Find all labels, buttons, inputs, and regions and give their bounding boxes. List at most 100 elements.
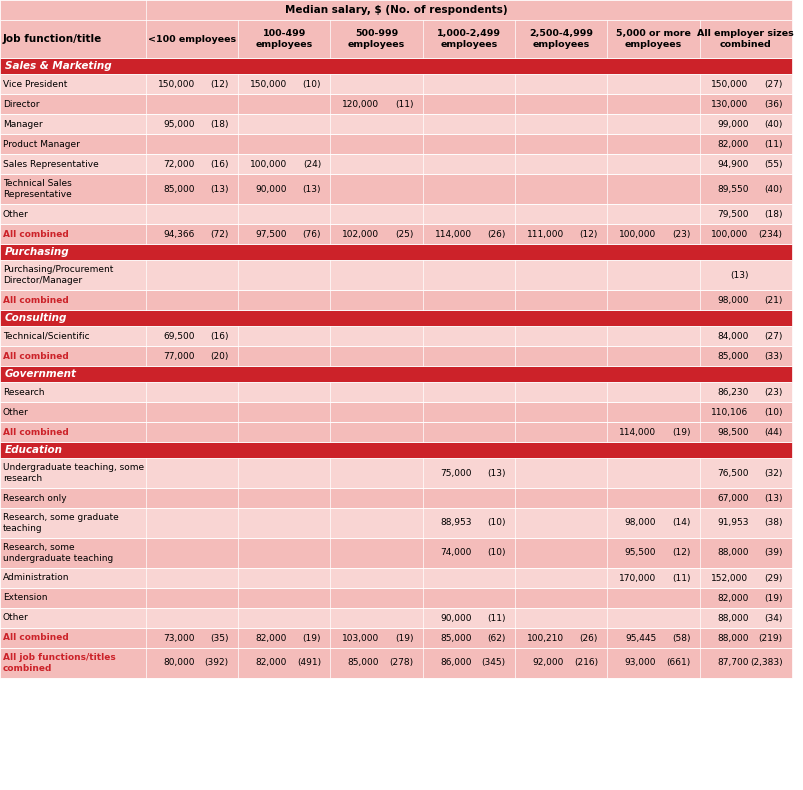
- Text: 73,000: 73,000: [163, 634, 194, 642]
- Text: Other: Other: [3, 408, 29, 416]
- Text: 88,000: 88,000: [716, 634, 748, 642]
- Text: (13): (13): [764, 494, 782, 502]
- Text: (219): (219): [758, 634, 782, 642]
- Text: 114,000: 114,000: [434, 230, 471, 239]
- Text: Consulting: Consulting: [5, 313, 67, 323]
- Text: (10): (10): [302, 80, 320, 88]
- Bar: [0, 382, 791, 402]
- Text: 150,000: 150,000: [711, 80, 748, 88]
- Text: 100,000: 100,000: [711, 230, 748, 239]
- Text: (216): (216): [573, 659, 597, 668]
- Text: (345): (345): [481, 659, 505, 668]
- Text: 100,000: 100,000: [250, 160, 287, 168]
- Bar: [0, 568, 791, 588]
- Text: 152,000: 152,000: [711, 574, 748, 582]
- Text: (35): (35): [210, 634, 229, 642]
- Text: (18): (18): [764, 209, 782, 219]
- Text: 95,500: 95,500: [624, 548, 655, 558]
- Bar: [0, 260, 791, 290]
- Text: 98,500: 98,500: [716, 427, 748, 437]
- Text: 114,000: 114,000: [618, 427, 655, 437]
- Text: 87,700: 87,700: [716, 659, 748, 668]
- Text: All combined: All combined: [3, 230, 68, 239]
- Text: (661): (661): [666, 659, 690, 668]
- Bar: [0, 134, 791, 154]
- Text: 77,000: 77,000: [163, 352, 194, 360]
- Text: 2,500-4,999
employees: 2,500-4,999 employees: [528, 29, 593, 49]
- Text: (13): (13): [210, 185, 229, 194]
- Text: (12): (12): [579, 230, 597, 239]
- Text: (76): (76): [302, 230, 320, 239]
- Text: (12): (12): [671, 548, 690, 558]
- Text: All combined: All combined: [3, 634, 68, 642]
- Text: 97,500: 97,500: [255, 230, 287, 239]
- Text: <100 employees: <100 employees: [148, 35, 236, 43]
- Bar: [0, 224, 791, 244]
- Text: 84,000: 84,000: [716, 332, 748, 340]
- Text: (44): (44): [764, 427, 782, 437]
- Text: 98,000: 98,000: [716, 295, 748, 304]
- Text: Undergraduate teaching, some
research: Undergraduate teaching, some research: [3, 463, 144, 483]
- Text: 90,000: 90,000: [439, 614, 471, 623]
- Text: 500-999
employees: 500-999 employees: [348, 29, 405, 49]
- Text: All employer sizes
combined: All employer sizes combined: [696, 29, 793, 49]
- Bar: [0, 402, 791, 422]
- Text: 85,000: 85,000: [163, 185, 194, 194]
- Text: (39): (39): [764, 548, 782, 558]
- Text: 74,000: 74,000: [440, 548, 471, 558]
- Text: (12): (12): [210, 80, 229, 88]
- Text: Vice President: Vice President: [3, 80, 67, 88]
- Text: 91,953: 91,953: [716, 518, 748, 528]
- Bar: [0, 508, 791, 538]
- Text: (10): (10): [764, 408, 782, 416]
- Bar: [0, 458, 791, 488]
- Text: 94,900: 94,900: [716, 160, 748, 168]
- Text: 82,000: 82,000: [255, 659, 287, 668]
- Text: (13): (13): [729, 270, 748, 280]
- Text: 170,000: 170,000: [618, 574, 655, 582]
- Text: (62): (62): [487, 634, 505, 642]
- Text: (27): (27): [764, 332, 782, 340]
- Text: (29): (29): [764, 574, 782, 582]
- Text: 92,000: 92,000: [532, 659, 563, 668]
- Text: (40): (40): [764, 119, 782, 129]
- Text: 102,000: 102,000: [342, 230, 379, 239]
- Text: Sales Representative: Sales Representative: [3, 160, 99, 168]
- Text: Purchasing/Procurement
Director/Manager: Purchasing/Procurement Director/Manager: [3, 265, 113, 284]
- Text: Research, some
undergraduate teaching: Research, some undergraduate teaching: [3, 544, 113, 562]
- Text: (36): (36): [764, 100, 782, 108]
- Text: 103,000: 103,000: [341, 634, 379, 642]
- Text: Product Manager: Product Manager: [3, 140, 79, 149]
- Text: 75,000: 75,000: [439, 468, 471, 477]
- Text: 86,230: 86,230: [716, 388, 748, 397]
- Text: 72,000: 72,000: [163, 160, 194, 168]
- Text: (58): (58): [671, 634, 690, 642]
- Text: Technical/Scientific: Technical/Scientific: [3, 332, 89, 340]
- Bar: [0, 422, 791, 442]
- Text: Job function/title: Job function/title: [3, 34, 102, 44]
- Text: 86,000: 86,000: [439, 659, 471, 668]
- Text: Director: Director: [3, 100, 39, 108]
- Text: (19): (19): [764, 593, 782, 603]
- Text: 85,000: 85,000: [716, 352, 748, 360]
- Bar: [0, 628, 791, 648]
- Text: 100,000: 100,000: [618, 230, 655, 239]
- Text: 88,000: 88,000: [716, 614, 748, 623]
- Text: 93,000: 93,000: [624, 659, 655, 668]
- Text: (23): (23): [764, 388, 782, 397]
- Text: (13): (13): [302, 185, 320, 194]
- Text: 80,000: 80,000: [163, 659, 194, 668]
- Text: (14): (14): [671, 518, 690, 528]
- Bar: [0, 154, 791, 174]
- Bar: [0, 174, 791, 204]
- Text: (21): (21): [764, 295, 782, 304]
- Bar: [0, 74, 791, 94]
- Text: (11): (11): [764, 140, 782, 149]
- Text: (491): (491): [296, 659, 320, 668]
- Text: (11): (11): [487, 614, 505, 623]
- Text: 95,445: 95,445: [624, 634, 655, 642]
- Text: 76,500: 76,500: [716, 468, 748, 477]
- Text: (40): (40): [764, 185, 782, 194]
- Text: 111,000: 111,000: [526, 230, 563, 239]
- Bar: [0, 58, 791, 74]
